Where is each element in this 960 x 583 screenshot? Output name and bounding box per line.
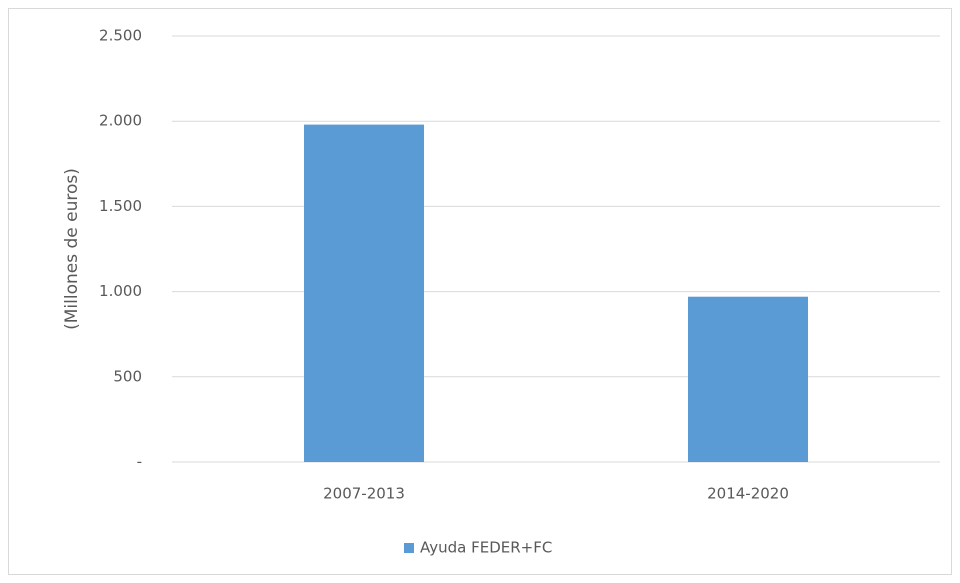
x-tick-label: 2007-2013 [323, 485, 405, 503]
y-tick-label: 1.000 [99, 282, 142, 300]
bar [304, 124, 424, 462]
y-tick-label: - [137, 453, 142, 471]
y-tick-label: 2.000 [99, 112, 142, 130]
y-tick-label: 1.500 [99, 197, 142, 215]
bar [688, 296, 808, 462]
y-tick-label: 2.500 [99, 27, 142, 45]
y-axis-label: (Millones de euros) [62, 168, 82, 330]
legend-swatch [404, 543, 414, 553]
legend-label: Ayuda FEDER+FC [420, 539, 552, 557]
x-tick-label: 2014-2020 [707, 485, 789, 503]
y-tick-label: 500 [113, 367, 142, 385]
